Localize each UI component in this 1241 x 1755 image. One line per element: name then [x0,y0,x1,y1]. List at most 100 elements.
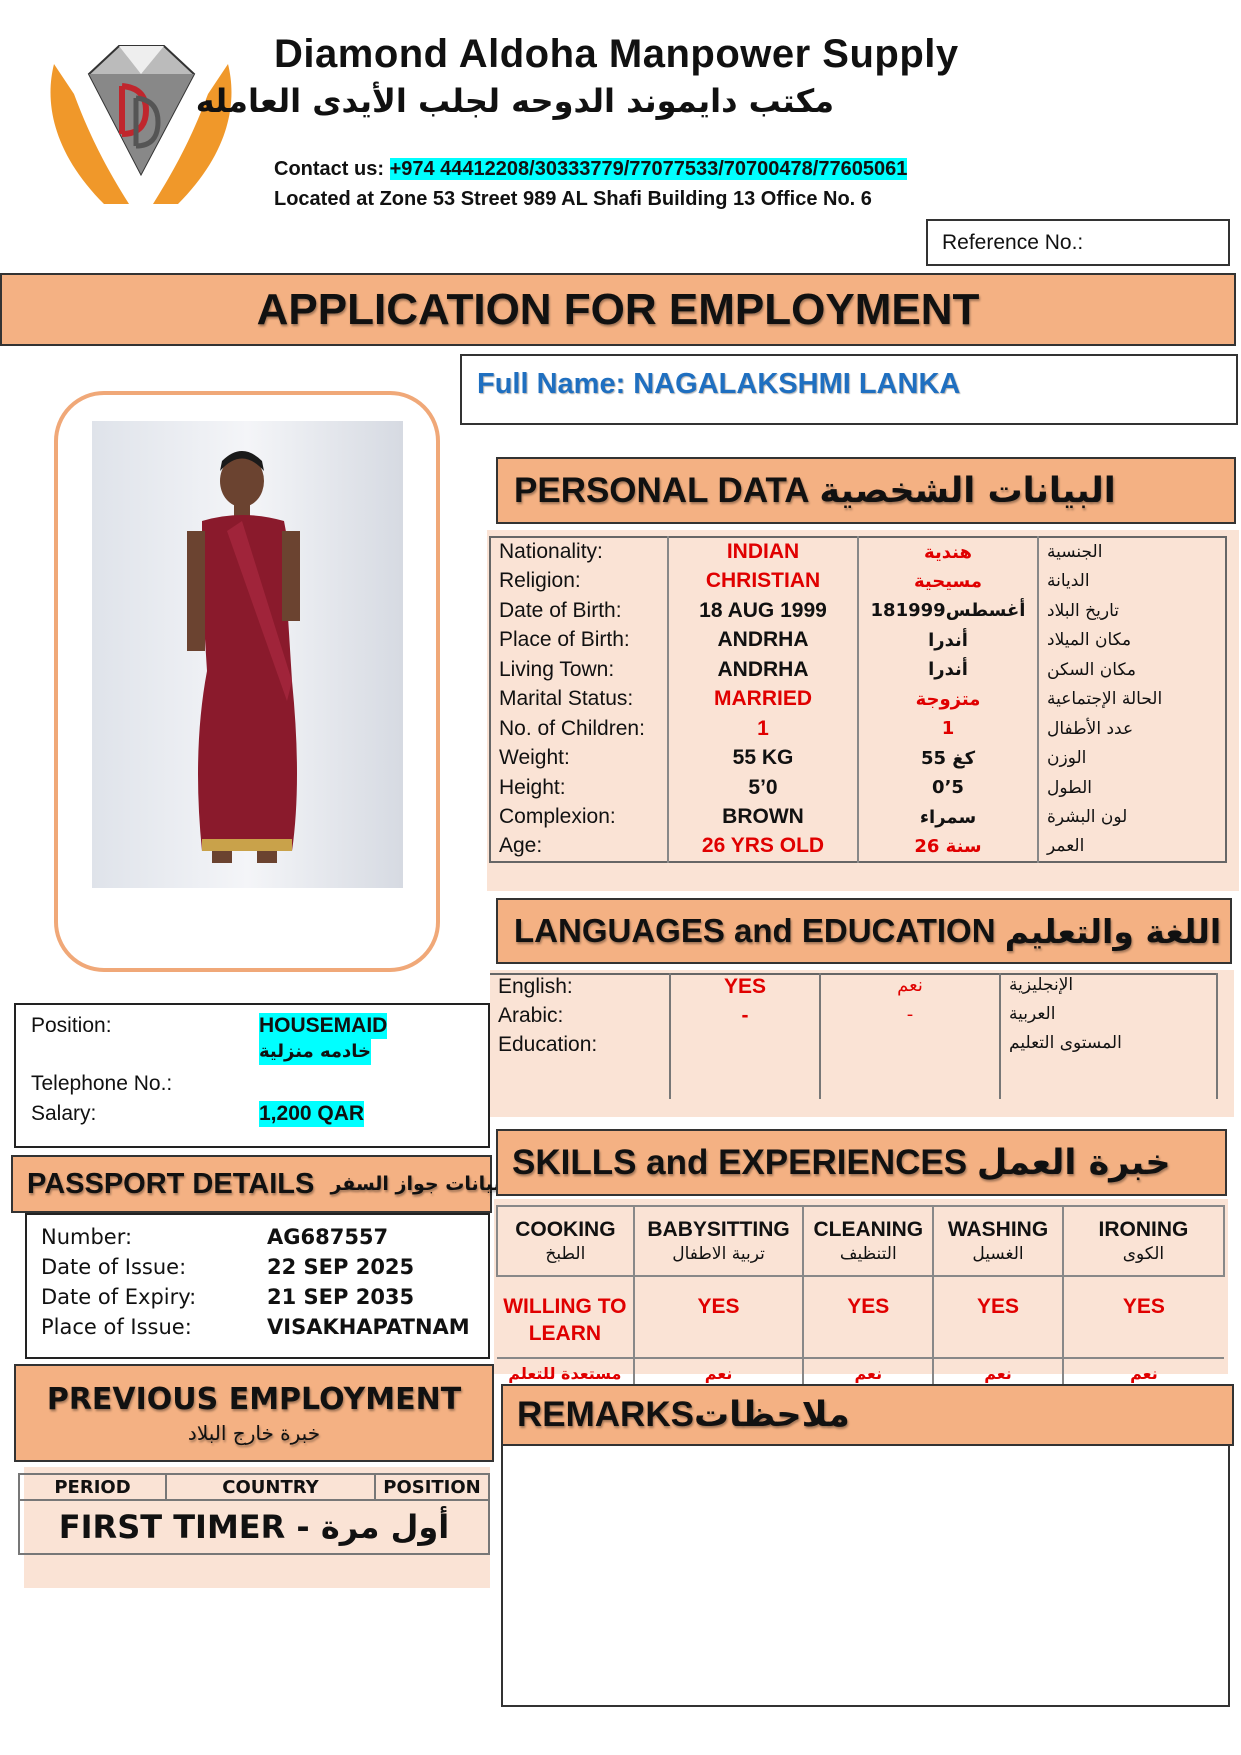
salary-row: Salary: 1,200 QAR [31,1101,488,1127]
skill-value-ar: نعم [803,1357,935,1388]
column-country: COUNTRY [166,1474,376,1500]
personal-label-ar: الجنسية [1047,542,1103,563]
passport-value: 22 SEP 2025 [267,1255,415,1279]
personal-label: Marital Status: [490,684,669,714]
remarks-title-ar: ملاحظات [693,1395,850,1435]
personal-label-ar: العمر [1047,836,1085,857]
personal-label-ar: تاريخ البلاد [1047,600,1119,621]
language-label: Arabic: [490,1003,671,1033]
language-row: Education: المستوى التعليم [490,1033,1218,1063]
personal-label-ar: الحالة الإجتماعية [1047,689,1163,710]
personal-label: Living Town: [490,655,669,685]
personal-value-ar: 55 كغ [858,743,1039,773]
personal-value-ar: 18أغسطس1999 [858,596,1039,626]
skill-value: YES [933,1275,1064,1358]
personal-data-title-ar: البيانات الشخصية [819,470,1116,511]
personal-value-ar: مسيحية [858,566,1039,596]
personal-label: No. of Children: [490,714,669,744]
position-label: Position: [31,1014,112,1037]
personal-label: Age: [490,832,669,862]
personal-value-ar: هندية [858,537,1039,567]
passport-row: Place of Issue: VISAKHAPATNAM [41,1315,488,1345]
personal-value: 1 [668,714,859,744]
passport-value: AG687557 [267,1225,389,1249]
personal-row: Nationality: INDIAN هندية الجنسية [490,537,1226,567]
skills-header: SKILLS and EXPERIENCES خبرة العمل [496,1129,1227,1196]
language-label-ar: الإنجليزية [1000,974,1218,1004]
skill-header: WASHING الغسيل [933,1206,1064,1276]
photo-frame [54,391,440,972]
reference-box[interactable]: Reference No.: [926,219,1230,266]
personal-label-ar: مكان السكن [1047,659,1136,680]
skill-header: BABYSITTING تربية الاطفال [633,1206,805,1276]
telephone-row: Telephone No.: [31,1071,488,1097]
skill-value: WILLING TO LEARN [497,1275,635,1358]
column-period: PERIOD [19,1474,167,1500]
application-banner: APPLICATION FOR EMPLOYMENT [0,273,1236,346]
personal-label-ar: الديانة [1047,571,1090,592]
skill-value-ar: نعم [633,1357,805,1388]
column-position: POSITION [383,1476,481,1498]
contact-label: Contact us: [274,158,384,180]
languages-table: English: YES نعم الإنجليزية Arabic: - - … [490,973,1218,1099]
personal-label: Place of Birth: [490,625,669,655]
skill-value-ar: نعم [1062,1357,1224,1388]
skill-value: YES [803,1275,935,1358]
passport-label: Place of Issue: [41,1315,192,1339]
skill-header: IRONING الكوى [1063,1206,1224,1276]
language-value [670,1033,821,1063]
personal-row: Religion: CHRISTIAN مسيحية الديانة [490,566,1226,596]
company-name-arabic: مكتب دايموند الدوحه لجلب الأيدى العامله [195,82,834,120]
remarks-box[interactable] [501,1446,1230,1707]
personal-label-ar: الطول [1047,777,1092,798]
skill-header: COOKING الطبخ [497,1206,635,1276]
language-value: - [670,1003,821,1033]
personal-value: BROWN [668,802,859,832]
telephone-label: Telephone No.: [31,1072,173,1095]
language-value-ar: - [820,1003,1001,1033]
personal-data-title: PERSONAL DATA [514,470,810,510]
remarks-header: REMARKS ملاحظات [501,1384,1234,1446]
skill-header: CLEANING التنظيف [803,1206,935,1276]
personal-label: Weight: [490,743,669,773]
languages-title-ar: اللغة والتعليم [1004,911,1222,951]
personal-row: Complexion: BROWN سمراء لون البشرة [490,802,1226,832]
previous-employment-value: FIRST TIMER - أول مرة [58,1508,450,1546]
full-name-box: Full Name: NAGALAKSHMI LANKA [460,354,1238,425]
personal-value: MARRIED [668,684,859,714]
personal-value-ar: 0’5 [858,773,1039,803]
language-label: Education: [490,1033,671,1063]
personal-label: Complexion: [490,802,669,832]
personal-value: ANDRHA [668,625,859,655]
skills-title-ar: خبرة العمل [976,1142,1171,1183]
contact-line: Contact us: +974 44412208/30333779/77077… [274,158,908,181]
personal-value: CHRISTIAN [668,566,859,596]
personal-label: Nationality: [490,537,669,567]
previous-employment-title-ar: خبرة خارج البلاد [187,1420,321,1445]
skill-value-ar: نعم [933,1357,1064,1388]
personal-row: Age: 26 YRS OLD 26 سنة العمر [490,832,1226,862]
passport-value: 21 SEP 2035 [267,1285,415,1309]
language-value-ar [820,1033,1001,1063]
personal-data-header: PERSONAL DATA البيانات الشخصية [496,457,1236,524]
personal-row: Date of Birth: 18 AUG 1999 18أغسطس1999 ت… [490,596,1226,626]
banner-title: APPLICATION FOR EMPLOYMENT [256,284,980,334]
personal-label: Religion: [490,566,669,596]
personal-value: 5’0 [668,773,859,803]
skill-name-ar: الطبخ [545,1243,586,1264]
personal-data-table: Nationality: INDIAN هندية الجنسية Religi… [489,536,1227,863]
skills-title: SKILLS and EXPERIENCES [512,1142,968,1182]
passport-box: Number: AG687557 Date of Issue: 22 SEP 2… [25,1213,490,1359]
passport-title: PASSPORT DETAILS [27,1167,315,1200]
skill-value: YES [633,1275,805,1358]
skills-table: COOKING الطبخ BABYSITTING تربية الاطفال CLEA… [496,1205,1225,1388]
languages-title: LANGUAGES and EDUCATION [514,912,996,949]
personal-value-ar: سمراء [858,802,1039,832]
personal-row: Height: 5’0 0’5 الطول [490,773,1226,803]
salary-label: Salary: [31,1102,97,1125]
previous-employment-table: PERIOD COUNTRY POSITION FIRST TIMER - أو… [18,1473,490,1555]
skill-name: BABYSITTING [647,1218,790,1242]
language-value-ar: نعم [820,974,1001,1004]
skill-name: CLEANING [813,1218,924,1242]
personal-row: Place of Birth: ANDRHA أندرا مكان الميلا… [490,625,1226,655]
